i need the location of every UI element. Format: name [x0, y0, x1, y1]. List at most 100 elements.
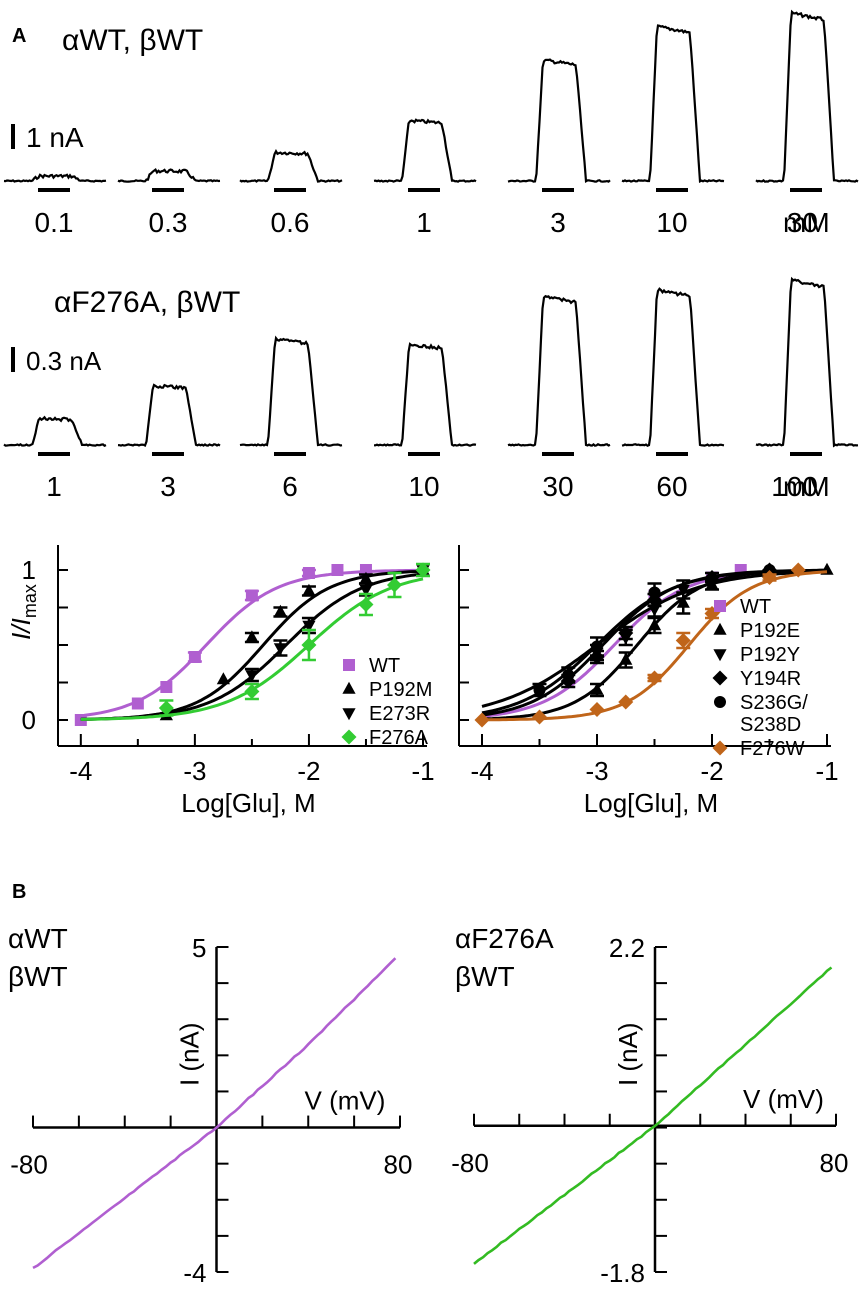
concentration-label-2: 3 [160, 471, 176, 502]
y-axis-label-sub: max [20, 584, 40, 618]
trace-4 [373, 118, 477, 183]
data-point [302, 583, 316, 596]
concentration-label-7: 100 [771, 471, 818, 502]
y-axis-label-main: I/I [6, 618, 36, 640]
panel-b-label: B [12, 881, 26, 903]
data-point [648, 586, 661, 599]
data-point [245, 589, 258, 602]
x-tick-label-min: -80 [10, 1150, 48, 1180]
iv-title-line: αWT [8, 923, 68, 954]
data-point [533, 684, 546, 696]
y-axis-label-left: I/Imax [6, 584, 40, 640]
traces-f276a-title: αF276A, βWT [54, 286, 240, 319]
data-point [562, 669, 575, 681]
data-point [386, 577, 402, 593]
legend-label: WT [740, 596, 771, 618]
y-tick-label-max: 5 [192, 933, 206, 963]
data-point [273, 643, 288, 656]
trace-3 [239, 335, 343, 447]
data-point [532, 709, 547, 725]
x-tick-label: -4 [69, 756, 92, 786]
concentration-label-1: 1 [46, 471, 62, 502]
data-point [589, 702, 605, 717]
legend-label: F276W [740, 738, 805, 760]
legend-marker [341, 729, 357, 745]
trace-6 [621, 287, 725, 447]
data-point [589, 649, 605, 665]
concentration-label-4: 1 [416, 207, 432, 238]
data-point [591, 640, 603, 653]
y-tick-label-min: -1.8 [600, 1258, 645, 1288]
data-point [647, 618, 662, 631]
concentration-label-5: 3 [550, 207, 566, 238]
legend-marker [713, 649, 727, 662]
x-tick-label: -2 [297, 756, 320, 786]
concentration-label-6: 60 [656, 471, 687, 502]
concentration-label-5: 30 [542, 471, 573, 502]
x-tick-label: -3 [183, 756, 206, 786]
data-point [647, 670, 662, 686]
trace-7 [755, 276, 859, 448]
x-axis-label: Log[Glu], M [584, 788, 718, 818]
legend-marker [712, 670, 728, 686]
legend-label: E273R [369, 703, 430, 725]
legend-marker [712, 740, 728, 756]
iv-title-line: βWT [455, 961, 515, 992]
data-point [273, 604, 288, 617]
legend-label-line: S236G/ [740, 692, 808, 714]
trace-2 [117, 383, 221, 447]
trace-1 [3, 415, 107, 447]
data-point [415, 562, 431, 578]
iv-curve [473, 966, 833, 1265]
data-point [358, 597, 374, 612]
legend-label: P192E [740, 620, 800, 642]
trace-3 [239, 149, 343, 183]
data-point [618, 694, 634, 710]
data-point [245, 630, 259, 643]
series-f276a [80, 562, 431, 721]
y-axis-label-group: I (nA) [613, 1022, 643, 1086]
data-point [302, 567, 315, 579]
data-point [359, 584, 373, 597]
concentration-label-7: 30 [787, 207, 818, 238]
y-axis-label: I (nA) [613, 1022, 643, 1086]
legend-marker [714, 600, 726, 612]
data-point [131, 697, 144, 710]
concentration-label-6: 10 [656, 207, 687, 238]
dose-response-right: -4 -3 -2 -1 Log[Glu], M WTP192EP192YY194RS236… [458, 545, 839, 818]
data-point [301, 637, 317, 653]
data-point [188, 651, 201, 663]
data-point [158, 700, 174, 716]
legend-marker [714, 696, 726, 708]
legend-label: P192Y [740, 644, 800, 666]
legend-marker [342, 681, 356, 694]
scale-label-wt: 1 nA [26, 122, 84, 153]
y-tick-label: 1 [22, 555, 36, 585]
trace-7 [755, 9, 859, 183]
data-point [762, 570, 777, 585]
legend-label: F276A [369, 727, 429, 749]
x-tick-label-max: 80 [820, 1148, 849, 1178]
legend-label-line: S238D [740, 714, 801, 736]
y-tick-label-min: -4 [183, 1258, 206, 1288]
concentration-label-3: 0.6 [271, 207, 310, 238]
y-tick-label-max: 2.2 [609, 933, 645, 963]
concentration-label-2: 0.3 [149, 207, 188, 238]
data-point [790, 562, 806, 578]
unit-label-wt: mM [783, 207, 830, 238]
concentration-label-3: 6 [282, 471, 298, 502]
data-point [216, 672, 230, 685]
iv-title-line: αF276A [455, 923, 554, 954]
data-point [359, 564, 372, 576]
x-axis-label: Log[Glu], M [181, 788, 315, 818]
trace-5 [507, 294, 611, 447]
iv-f276a: -80 80 2.2 -1.8 V (mV) I (nA) αF276A βWT [451, 923, 848, 1288]
concentration-label-1: 0.1 [35, 207, 74, 238]
traces-wt: αWT, βWT 1 nA mM 0.1 0.3 0.6 1 3 10 30 [3, 9, 859, 238]
data-point [619, 652, 633, 665]
data-point [676, 595, 690, 608]
trace-2 [117, 167, 221, 183]
traces-f276a: αF276A, βWT 0.3 nA mM 1 3 6 10 30 60 100 [3, 276, 859, 502]
traces-wt-title: αWT, βWT [62, 24, 203, 57]
